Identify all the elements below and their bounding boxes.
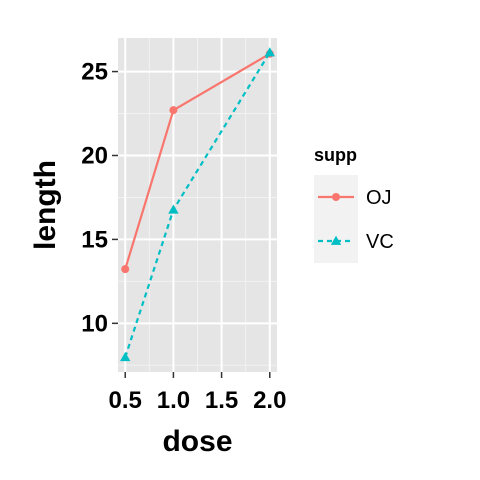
y-tick-label: 10 [81,310,108,337]
y-axis-title: length [29,160,62,250]
x-tick-label: 1.0 [157,387,190,414]
point-vc [264,47,275,57]
point-oj [169,106,178,115]
legend-label-vc: VC [366,231,394,253]
y-tick-label: 25 [81,59,108,86]
legend-marker-vc [330,235,342,245]
axis-ticks [112,70,271,378]
point-vc [168,204,179,214]
legend: supp OJ VC [314,145,394,263]
legend-title: supp [314,145,357,165]
legend-label-oj: OJ [366,187,392,209]
legend-marker-oj [332,193,340,201]
series-layer [120,47,275,362]
point-oj [121,265,130,274]
grid-major [118,38,277,372]
x-tick-label: 1.5 [205,387,238,414]
x-tick-label: 0.5 [109,387,142,414]
x-tick-label: 2.0 [253,387,286,414]
x-axis-title: dose [162,425,232,458]
y-tick-label: 20 [81,142,108,169]
x-tick-labels: 0.5 1.0 1.5 2.0 [109,387,287,414]
point-vc [120,352,131,362]
y-tick-labels: 10 15 20 25 [81,59,108,338]
y-tick-label: 15 [81,226,108,253]
